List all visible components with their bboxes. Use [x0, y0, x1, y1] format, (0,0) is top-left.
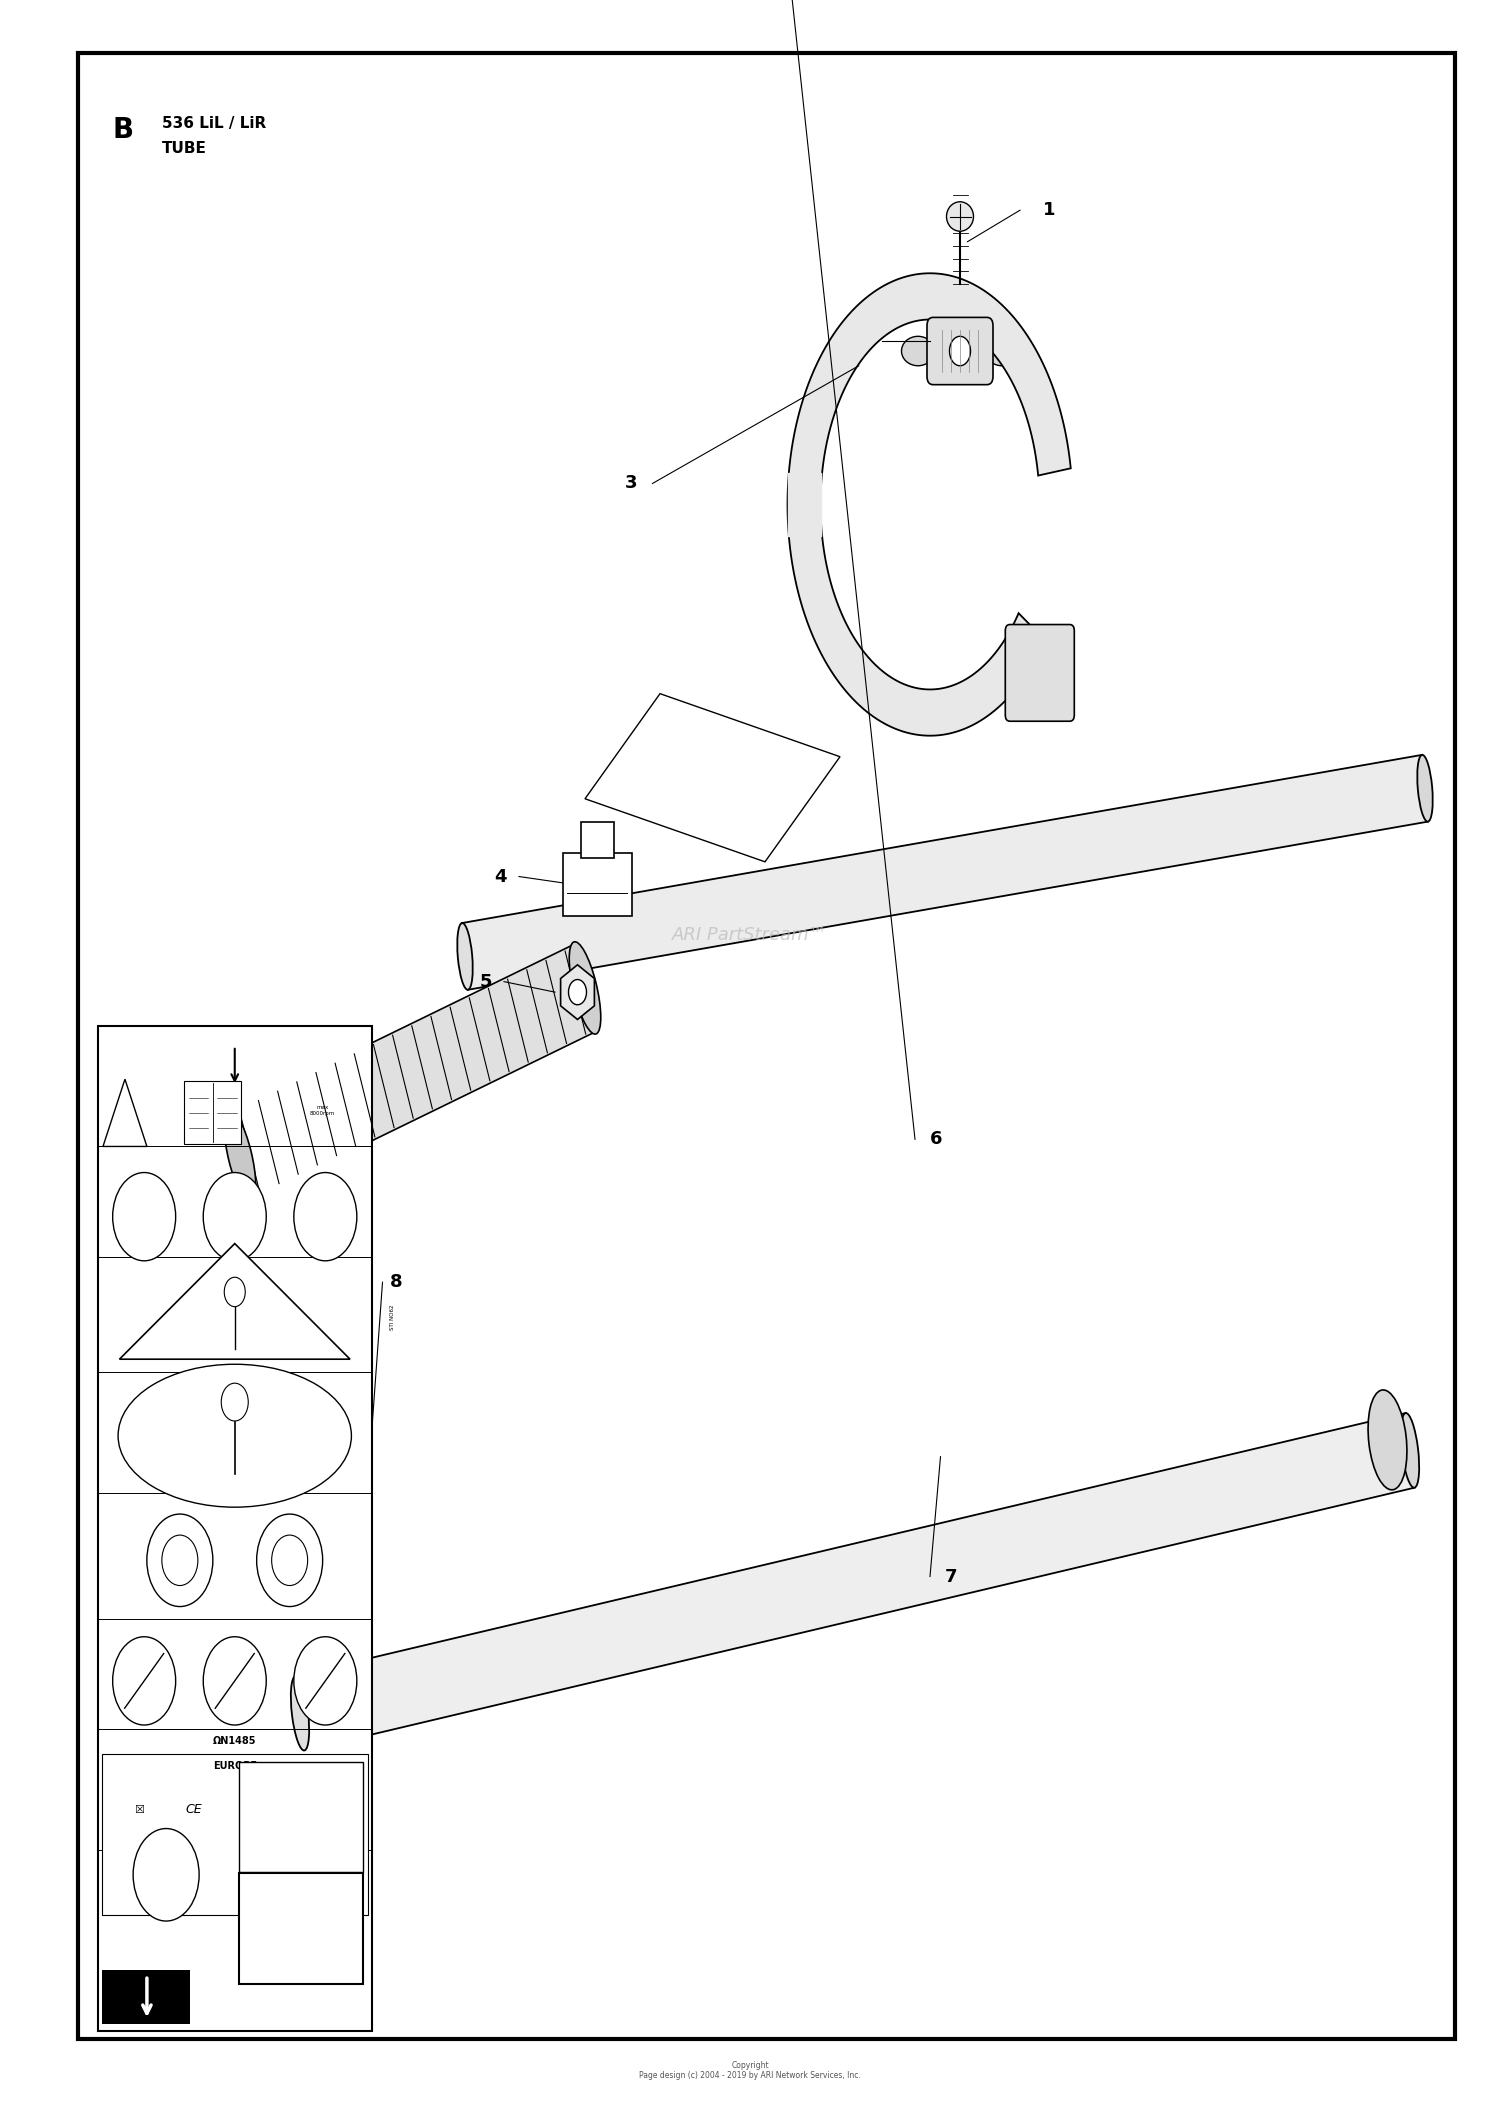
Text: 3: 3	[626, 475, 638, 492]
Text: 8: 8	[390, 1274, 402, 1291]
Circle shape	[225, 1278, 246, 1307]
Text: 15 m
50FT: 15 m 50FT	[172, 1455, 188, 1467]
Circle shape	[112, 1173, 176, 1261]
Text: Copyright
Page design (c) 2004 - 2019 by ARI Network Services, Inc.: Copyright Page design (c) 2004 - 2019 by…	[639, 2060, 861, 2081]
Ellipse shape	[118, 1364, 351, 1507]
Circle shape	[272, 1534, 308, 1585]
Polygon shape	[462, 755, 1428, 990]
Text: STI NO62: STI NO62	[390, 1305, 394, 1331]
Text: Lₘ: Lₘ	[334, 1772, 344, 1778]
Text: max
8000rpm: max 8000rpm	[310, 1106, 334, 1116]
Ellipse shape	[1418, 755, 1432, 822]
Text: 6: 6	[930, 1131, 942, 1148]
Ellipse shape	[946, 202, 974, 231]
Text: ☒: ☒	[134, 1804, 144, 1814]
Text: ΩN1485: ΩN1485	[213, 1736, 256, 1747]
Text: CE: CE	[186, 1804, 202, 1816]
Circle shape	[147, 1513, 213, 1606]
Bar	[102, 1970, 190, 2024]
Text: EUROPE: EUROPE	[213, 1761, 256, 1772]
Text: 98: 98	[268, 1799, 300, 1820]
Polygon shape	[561, 965, 594, 1019]
Polygon shape	[585, 694, 840, 862]
Polygon shape	[788, 273, 1071, 736]
Text: B: B	[112, 116, 134, 143]
FancyBboxPatch shape	[184, 1080, 242, 1143]
Circle shape	[112, 1637, 176, 1726]
Text: 2: 2	[858, 332, 870, 349]
Ellipse shape	[986, 336, 1018, 366]
Text: 7: 7	[945, 1568, 957, 1585]
Polygon shape	[230, 944, 596, 1200]
Text: ARI PartStream™: ARI PartStream™	[672, 927, 828, 944]
Text: dB: dB	[333, 1795, 345, 1804]
Circle shape	[294, 1637, 357, 1726]
Text: 536 LiL / LiR: 536 LiL / LiR	[162, 116, 267, 130]
Ellipse shape	[1368, 1389, 1407, 1490]
FancyBboxPatch shape	[562, 853, 632, 916]
Circle shape	[162, 1534, 198, 1585]
Text: 4: 4	[495, 868, 507, 885]
FancyBboxPatch shape	[580, 822, 614, 858]
Text: 5: 5	[480, 973, 492, 990]
Bar	[102, 1755, 368, 1915]
Circle shape	[294, 1173, 357, 1261]
Text: 15 m
50FT: 15 m 50FT	[282, 1455, 297, 1467]
Circle shape	[204, 1637, 267, 1726]
FancyBboxPatch shape	[1005, 624, 1074, 721]
Circle shape	[134, 1829, 200, 1921]
FancyBboxPatch shape	[927, 317, 993, 385]
Circle shape	[222, 1383, 249, 1421]
Circle shape	[568, 980, 586, 1005]
Text: !: !	[123, 1116, 128, 1127]
Polygon shape	[104, 1078, 147, 1146]
Ellipse shape	[902, 336, 934, 366]
Polygon shape	[296, 1413, 1414, 1751]
Ellipse shape	[1401, 1413, 1419, 1488]
Bar	[98, 1026, 372, 2031]
Ellipse shape	[224, 1110, 256, 1202]
Text: EAC: EAC	[279, 1921, 322, 1940]
Circle shape	[950, 336, 970, 366]
Ellipse shape	[568, 942, 602, 1034]
Polygon shape	[120, 1244, 350, 1360]
Text: TUBE: TUBE	[162, 141, 207, 156]
FancyBboxPatch shape	[238, 1873, 363, 1984]
Ellipse shape	[291, 1675, 309, 1751]
Text: 1: 1	[1042, 202, 1054, 219]
FancyBboxPatch shape	[238, 1761, 363, 1873]
Circle shape	[256, 1513, 322, 1606]
Ellipse shape	[458, 923, 472, 990]
Circle shape	[204, 1173, 267, 1261]
